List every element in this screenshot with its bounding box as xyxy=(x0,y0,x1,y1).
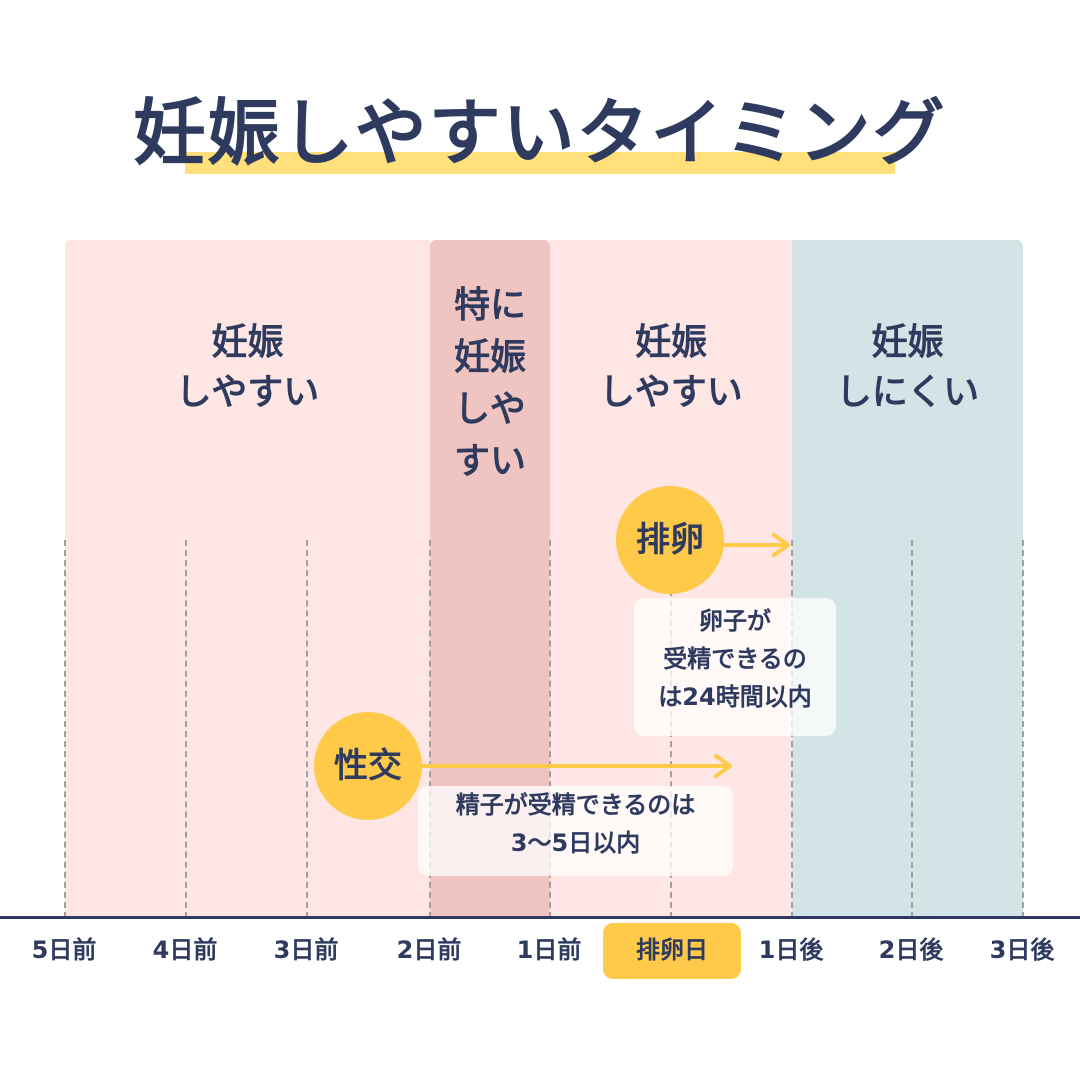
zone-label-line: すい xyxy=(453,441,526,482)
ovulation-arrow xyxy=(722,533,790,557)
zone-label-line: 妊娠 xyxy=(211,322,284,363)
note-line: 3〜5日以内 xyxy=(510,829,641,857)
zone-label-most-likely: 特に 妊娠 しや すい xyxy=(430,280,550,488)
title-area: 妊娠しやすいタイミング xyxy=(0,88,1080,188)
day-gridline xyxy=(185,540,187,918)
zone-label-likely-near-ovulation: 妊娠 しやすい xyxy=(550,318,792,418)
note-line: は24時間以内 xyxy=(658,683,812,711)
sperm-fertilization-note: 精子が受精できるのは 3〜5日以内 xyxy=(418,786,733,876)
zone-label-line: 妊娠 xyxy=(453,337,526,378)
axis-label-3-days-after: 3日後 xyxy=(989,936,1055,964)
axis-label-1-day-after: 1日後 xyxy=(758,936,824,964)
zone-unlikely xyxy=(792,240,1023,918)
zone-label-line: しやすい xyxy=(599,372,743,413)
zone-label-likely-before: 妊娠 しやすい xyxy=(65,318,430,418)
ovulation-day-highlight xyxy=(603,923,741,979)
egg-fertilization-note: 卵子が 受精できるの は24時間以内 xyxy=(634,598,836,736)
zone-label-line: 妊娠 xyxy=(634,322,707,363)
zone-label-unlikely: 妊娠 しにくい xyxy=(792,318,1023,418)
ovulation-badge: 排卵 xyxy=(616,486,724,594)
zone-label-line: しや xyxy=(454,389,526,430)
note-line: 精子が受精できるのは xyxy=(455,791,696,819)
axis-label-2-days-after: 2日後 xyxy=(878,936,944,964)
zone-label-line: しにくい xyxy=(835,372,980,413)
day-gridline xyxy=(306,540,308,918)
page-title: 妊娠しやすいタイミング xyxy=(133,91,947,175)
axis-label-5-days-before: 5日前 xyxy=(31,936,97,964)
day-gridline xyxy=(911,540,913,918)
zone-label-line: しやすい xyxy=(175,372,320,413)
note-line: 卵子が xyxy=(699,607,771,635)
intercourse-badge: 性交 xyxy=(314,712,422,820)
axis-label-1-day-before: 1日前 xyxy=(516,936,582,964)
day-gridline xyxy=(1022,540,1024,918)
timeline-axis xyxy=(0,916,1080,919)
axis-label-4-days-before: 4日前 xyxy=(152,936,218,964)
note-line: 受精できるの xyxy=(663,645,807,673)
zone-label-line: 特に xyxy=(453,285,526,326)
intercourse-arrow xyxy=(420,754,732,778)
title-underline-highlight xyxy=(185,152,895,174)
axis-label-3-days-before: 3日前 xyxy=(273,936,339,964)
day-gridline xyxy=(64,540,66,918)
axis-label-ovulation-day: 排卵日 xyxy=(636,936,708,964)
axis-label-2-days-before: 2日前 xyxy=(396,936,462,964)
day-gridline xyxy=(429,540,431,918)
day-gridline xyxy=(549,540,551,918)
zone-label-line: 妊娠 xyxy=(871,322,944,363)
